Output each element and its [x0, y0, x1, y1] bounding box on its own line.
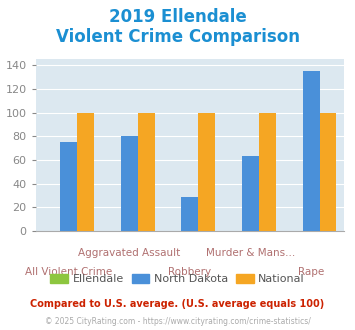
Text: Aggravated Assault: Aggravated Assault [78, 248, 180, 258]
Text: All Violent Crime: All Violent Crime [25, 267, 113, 277]
Bar [181, 197, 198, 231]
Bar [242, 156, 259, 231]
Bar [259, 113, 276, 231]
Legend: Ellendale, North Dakota, National: Ellendale, North Dakota, National [46, 270, 309, 289]
Bar [60, 142, 77, 231]
Bar [302, 71, 320, 231]
Text: Rape: Rape [298, 267, 324, 277]
Text: 2019 Ellendale: 2019 Ellendale [109, 8, 246, 26]
Bar [138, 113, 155, 231]
Bar [198, 113, 215, 231]
Text: © 2025 CityRating.com - https://www.cityrating.com/crime-statistics/: © 2025 CityRating.com - https://www.city… [45, 317, 310, 326]
Bar [77, 113, 94, 231]
Bar [121, 136, 138, 231]
Text: Robbery: Robbery [168, 267, 212, 277]
Bar [320, 113, 337, 231]
Text: Violent Crime Comparison: Violent Crime Comparison [55, 28, 300, 46]
Text: Murder & Mans...: Murder & Mans... [206, 248, 295, 258]
Text: Compared to U.S. average. (U.S. average equals 100): Compared to U.S. average. (U.S. average … [31, 299, 324, 309]
